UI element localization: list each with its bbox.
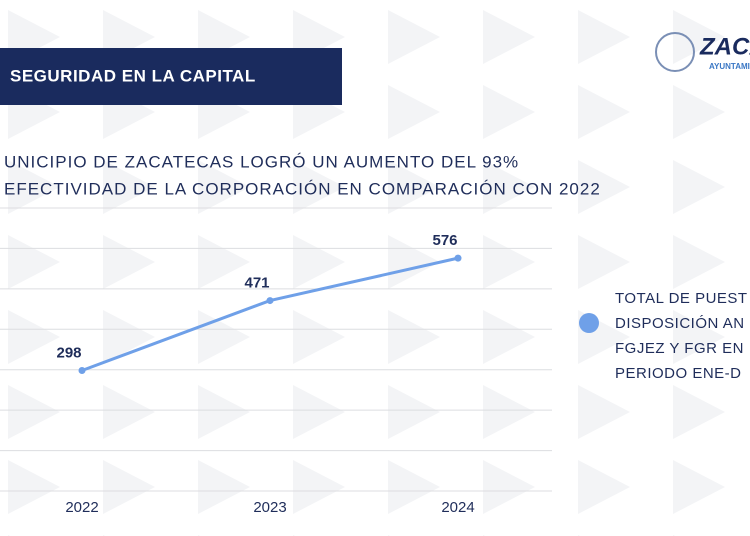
point <box>454 254 462 262</box>
data-label: 576 <box>432 232 457 249</box>
subtitle-line: EFECTIVIDAD DE LA CORPORACIÓN EN COMPARA… <box>4 179 601 198</box>
title: SEGURIDAD EN LA CAPITAL <box>10 66 256 85</box>
logo-subtext: AYUNTAMI <box>709 62 750 71</box>
x-tick-label: 2022 <box>65 499 98 516</box>
title-banner <box>0 48 342 105</box>
data-label: 471 <box>244 275 269 292</box>
point <box>78 367 86 375</box>
x-tick-label: 2023 <box>253 499 286 516</box>
point <box>266 297 274 305</box>
x-tick-label: 2024 <box>441 499 474 516</box>
subtitle-line: UNICIPIO DE ZACATECAS LOGRÓ UN AUMENTO D… <box>4 152 519 171</box>
logo-text: ZACA <box>699 33 750 60</box>
data-label: 298 <box>56 344 81 361</box>
legend-label: TOTAL DE PUEST DISPOSICIÓN AN FGJEZ Y FG… <box>615 290 748 382</box>
logo-emblem <box>655 32 695 72</box>
legend-marker <box>579 313 599 333</box>
